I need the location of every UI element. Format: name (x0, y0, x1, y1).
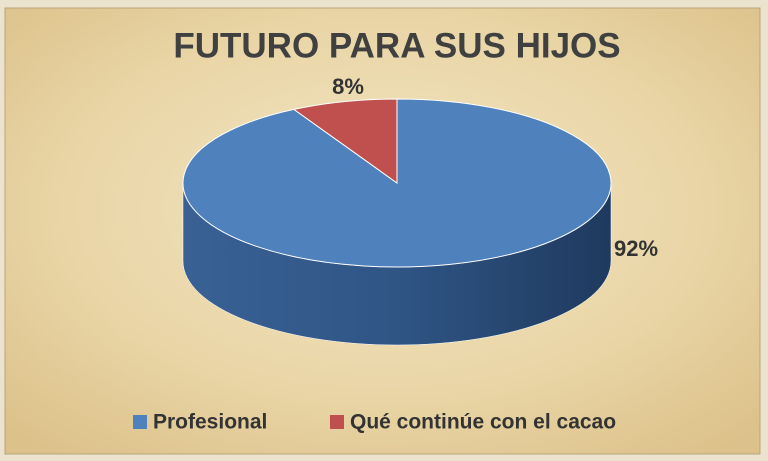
pie: 92% 8% (182, 74, 658, 346)
pie-slice (182, 98, 612, 268)
legend-label: Profesional (153, 411, 267, 434)
legend-label: Qué continúe con el cacao (350, 411, 616, 434)
legend-swatch (330, 415, 344, 429)
data-label: 8% (332, 74, 364, 99)
legend: Profesional Qué continúe con el cacao (133, 411, 616, 434)
chart-title: FUTURO PARA SUS HIJOS (173, 26, 620, 65)
legend-swatch (133, 415, 147, 429)
pie-slice (292, 98, 398, 184)
data-label: 92% (614, 236, 658, 261)
